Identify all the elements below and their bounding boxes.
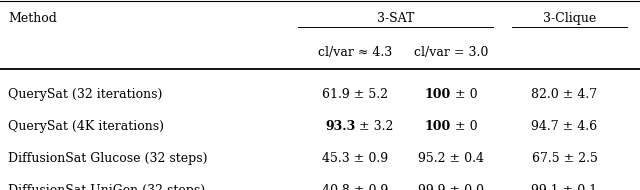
Text: 67.5 ± 2.5: 67.5 ± 2.5 — [532, 152, 597, 165]
Text: 93.3: 93.3 — [325, 120, 355, 133]
Text: DiffusionSat UniGen (32 steps): DiffusionSat UniGen (32 steps) — [8, 184, 205, 190]
Text: QuerySat (32 iterations): QuerySat (32 iterations) — [8, 88, 163, 101]
Text: QuerySat (4K iterations): QuerySat (4K iterations) — [8, 120, 164, 133]
Text: cl/var = 3.0: cl/var = 3.0 — [414, 46, 488, 59]
Text: 40.8 ± 0.9: 40.8 ± 0.9 — [322, 184, 388, 190]
Text: 99.9 ± 0.0: 99.9 ± 0.0 — [418, 184, 484, 190]
Text: 82.0 ± 4.7: 82.0 ± 4.7 — [531, 88, 598, 101]
Text: ± 0: ± 0 — [451, 88, 478, 101]
Text: cl/var ≈ 4.3: cl/var ≈ 4.3 — [318, 46, 392, 59]
Text: 94.7 ± 4.6: 94.7 ± 4.6 — [531, 120, 598, 133]
Text: 3-Clique: 3-Clique — [543, 12, 596, 25]
Text: 3-SAT: 3-SAT — [376, 12, 414, 25]
Text: ± 3.2: ± 3.2 — [355, 120, 394, 133]
Text: 95.2 ± 0.4: 95.2 ± 0.4 — [418, 152, 484, 165]
Text: 45.3 ± 0.9: 45.3 ± 0.9 — [322, 152, 388, 165]
Text: 99.1 ± 0.1: 99.1 ± 0.1 — [531, 184, 598, 190]
Text: DiffusionSat Glucose (32 steps): DiffusionSat Glucose (32 steps) — [8, 152, 208, 165]
Text: ± 0: ± 0 — [451, 120, 478, 133]
Text: 61.9 ± 5.2: 61.9 ± 5.2 — [322, 88, 388, 101]
Text: Method: Method — [8, 12, 57, 25]
Text: 100: 100 — [425, 88, 451, 101]
Text: 100: 100 — [425, 120, 451, 133]
